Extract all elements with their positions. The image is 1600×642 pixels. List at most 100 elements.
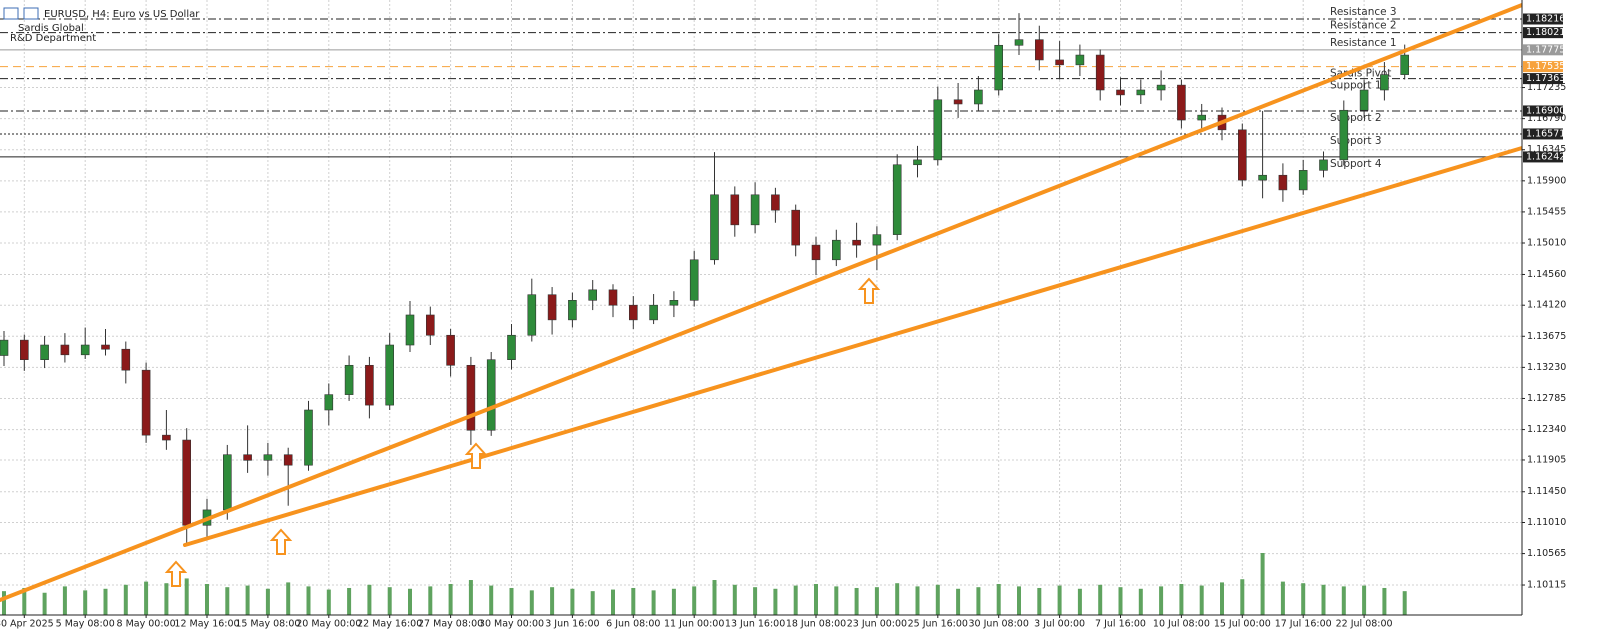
level-price-label: 1.16900 <box>1526 105 1565 116</box>
volume-bar <box>1321 584 1326 615</box>
volume-bar <box>692 586 697 615</box>
y-tick-label: 1.14560 <box>1527 269 1566 280</box>
candle-body <box>1339 109 1349 161</box>
volume-bar <box>956 588 961 615</box>
candle-body <box>1177 84 1186 121</box>
candle-body <box>60 344 70 356</box>
up-arrow <box>857 277 881 304</box>
volume-bar <box>1220 582 1224 615</box>
volume-bar <box>1280 581 1285 615</box>
candle-body <box>811 244 821 261</box>
level-price-box <box>1523 151 1563 163</box>
candle-body <box>121 348 131 371</box>
level-price-box <box>1523 73 1563 85</box>
candle-body <box>710 194 719 261</box>
y-tick-label: 1.10115 <box>1527 580 1566 591</box>
candle-body <box>1156 84 1166 91</box>
volume-bar <box>42 592 47 615</box>
subtitle: Sardis Global <box>18 23 84 34</box>
candle-body <box>872 234 882 246</box>
volume-bar <box>773 588 778 615</box>
candle-body <box>568 300 577 321</box>
x-tick-label: 23 Jun 00:00 <box>847 619 907 630</box>
candle-body <box>1197 114 1206 121</box>
price-axis-area <box>1522 0 1600 642</box>
level-name: Resistance 1 <box>1330 37 1397 49</box>
volume-bar <box>874 587 879 615</box>
volume-bar <box>62 586 67 615</box>
candle-body <box>1055 59 1064 66</box>
up-arrow <box>269 528 293 555</box>
volume-bar <box>611 589 615 615</box>
candle-body <box>243 454 252 461</box>
candle-body <box>1014 39 1024 46</box>
volume-bar <box>590 591 595 615</box>
volume-bar <box>347 587 352 615</box>
y-tick-label: 1.12785 <box>1527 393 1566 404</box>
volume-bar <box>651 590 656 615</box>
y-tick-label: 1.16345 <box>1527 144 1566 155</box>
level-price-box <box>1523 128 1563 140</box>
y-tick-label: 1.15900 <box>1527 175 1566 186</box>
candle-body <box>933 99 943 161</box>
candle-body <box>1278 174 1288 191</box>
subtitle: R&D Department <box>10 33 96 44</box>
candle-body <box>80 344 90 356</box>
x-tick-label: 30 May 00:00 <box>479 619 544 630</box>
candle-body <box>730 194 740 226</box>
volume-bar <box>854 587 859 615</box>
x-tick-label: 15 May 08:00 <box>235 619 300 630</box>
y-tick-label: 1.13230 <box>1527 362 1566 373</box>
x-tick-label: 6 Jun 08:00 <box>606 619 660 630</box>
candle-body <box>1319 159 1328 171</box>
volume-bar <box>915 586 920 615</box>
trend-line <box>0 3 1524 602</box>
candle-body <box>283 454 293 466</box>
x-tick-label: 27 May 08:00 <box>418 619 483 630</box>
volume-bar <box>671 588 676 615</box>
volume-bar <box>1402 591 1407 615</box>
candle-body <box>162 434 171 441</box>
level-name: Sardis Pivot <box>1330 68 1391 80</box>
level-name: Resistance 3 <box>1330 6 1397 18</box>
grid <box>0 0 1522 615</box>
candle-body <box>507 334 516 360</box>
level-price-label: 1.18216 <box>1526 14 1565 25</box>
icon <box>23 7 39 20</box>
x-tick-label: 25 Jun 16:00 <box>908 619 968 630</box>
candle-body <box>141 369 151 436</box>
y-tick-label: 1.14120 <box>1527 300 1566 311</box>
chart-title: EURUSD, H4: Euro vs US Dollar <box>44 9 200 20</box>
volume-bar <box>428 586 433 615</box>
level-price-label: 1.17363 <box>1526 73 1565 84</box>
candle-body <box>628 304 638 321</box>
volume-bar <box>123 584 128 615</box>
y-tick-label: 1.11905 <box>1527 454 1566 465</box>
candle-body <box>608 289 618 306</box>
candle-body <box>1298 170 1308 191</box>
candle-body <box>791 209 801 246</box>
x-tick-label: 17 Jul 16:00 <box>1275 619 1332 630</box>
volume-bar <box>509 587 514 615</box>
candle-body <box>1035 39 1044 61</box>
candle-body <box>527 294 537 336</box>
volume-bar <box>895 583 900 615</box>
volume-bar <box>976 587 981 615</box>
x-tick-label: 3 Jun 16:00 <box>545 619 599 630</box>
level-price-box <box>1523 13 1563 25</box>
arrows <box>164 277 881 587</box>
candle-body <box>649 304 658 321</box>
volume-bar <box>265 588 270 615</box>
y-tick-label: 1.15455 <box>1527 206 1566 217</box>
level-price-box <box>1523 44 1563 56</box>
volume-bar <box>164 583 169 615</box>
candle-body <box>750 194 760 226</box>
candle-body <box>1116 89 1125 96</box>
volume-bar <box>245 585 250 615</box>
volume-bar <box>1199 585 1204 615</box>
candle-body <box>831 239 841 261</box>
level-price-label: 1.17775 <box>1526 44 1565 55</box>
x-tick-label: 5 May 08:00 <box>56 619 115 630</box>
